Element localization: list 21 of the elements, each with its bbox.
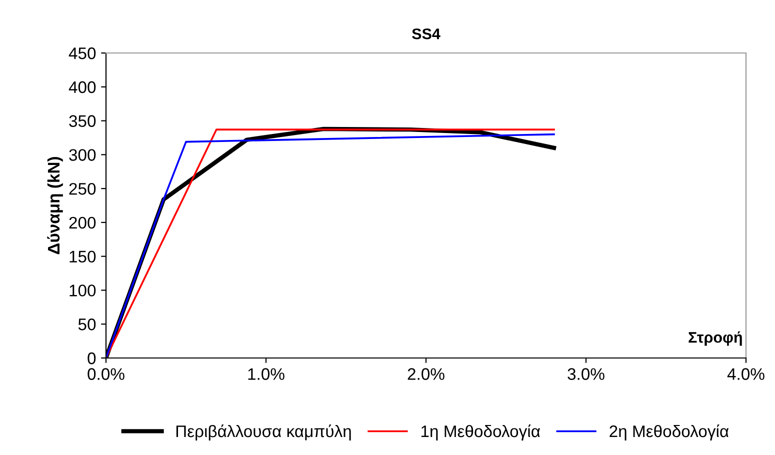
legend-label: Περιβάλλουσα καμπύλη [176, 424, 351, 441]
x-axis-title: Στροφή [688, 331, 742, 346]
y-tick-label: 400 [68, 81, 96, 94]
y-tick-label: 0 [88, 352, 96, 364]
x-tick-label: 2.0% [408, 368, 444, 380]
y-tick-label: 200 [69, 216, 96, 229]
x-tick-label: 1.0% [248, 368, 284, 380]
x-tick-label: 0.0% [88, 368, 124, 380]
y-tick-label: 100 [70, 284, 96, 296]
y-tick-label: 450 [68, 47, 96, 60]
x-tick-label: 4.0% [727, 368, 764, 380]
legend-label: 1η Μεθοδολογία [421, 424, 540, 441]
y-axis-title: Δύναμη (kN) [47, 157, 63, 254]
y-tick-label: 50 [78, 318, 96, 330]
x-tick-label: 3.0% [568, 368, 604, 380]
y-tick-label: 300 [69, 149, 96, 161]
y-tick-label: 150 [70, 250, 96, 263]
y-tick-label: 250 [69, 182, 96, 195]
y-tick-label: 350 [69, 115, 96, 127]
legend-label: 2η Μεθοδολογία [610, 424, 729, 441]
chart-title: SS4 [412, 28, 440, 40]
